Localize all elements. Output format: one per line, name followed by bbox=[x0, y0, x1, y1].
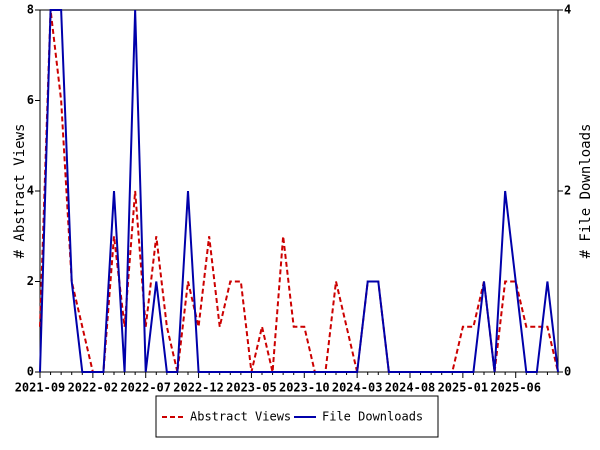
x-tick-label: 2022-02 bbox=[68, 381, 119, 395]
series-line bbox=[39, 9, 559, 373]
y-axis-label: # Abstract Views bbox=[12, 124, 28, 259]
y2-tick-label: 4 bbox=[564, 3, 571, 17]
x-tick-label: 2024-03 bbox=[332, 381, 383, 395]
y-tick-label: 2 bbox=[27, 274, 34, 288]
y-tick-label: 6 bbox=[27, 93, 34, 107]
y-tick-label: 0 bbox=[27, 365, 34, 379]
x-tick-label: 2023-10 bbox=[279, 381, 330, 395]
y-tick-label: 8 bbox=[27, 3, 34, 17]
y-tick-label: 4 bbox=[27, 184, 34, 198]
legend-box bbox=[155, 395, 439, 438]
y2-tick-label: 2 bbox=[564, 184, 571, 198]
y2-axis-label: # File Downloads bbox=[578, 124, 594, 259]
x-tick-label: 2024-08 bbox=[385, 381, 436, 395]
x-tick-label: 2021-09 bbox=[15, 381, 66, 395]
x-tick-label: 2025-01 bbox=[438, 381, 489, 395]
series-line bbox=[39, 9, 559, 373]
x-tick-label: 2025-06 bbox=[490, 381, 541, 395]
legend-label: File Downloads bbox=[322, 410, 423, 424]
x-tick-label: 2023-05 bbox=[226, 381, 277, 395]
x-tick-label: 2022-07 bbox=[120, 381, 171, 395]
x-tick-label: 2022-12 bbox=[173, 381, 224, 395]
y2-tick-label: 0 bbox=[564, 365, 571, 379]
legend-label: Abstract Views bbox=[190, 410, 291, 424]
